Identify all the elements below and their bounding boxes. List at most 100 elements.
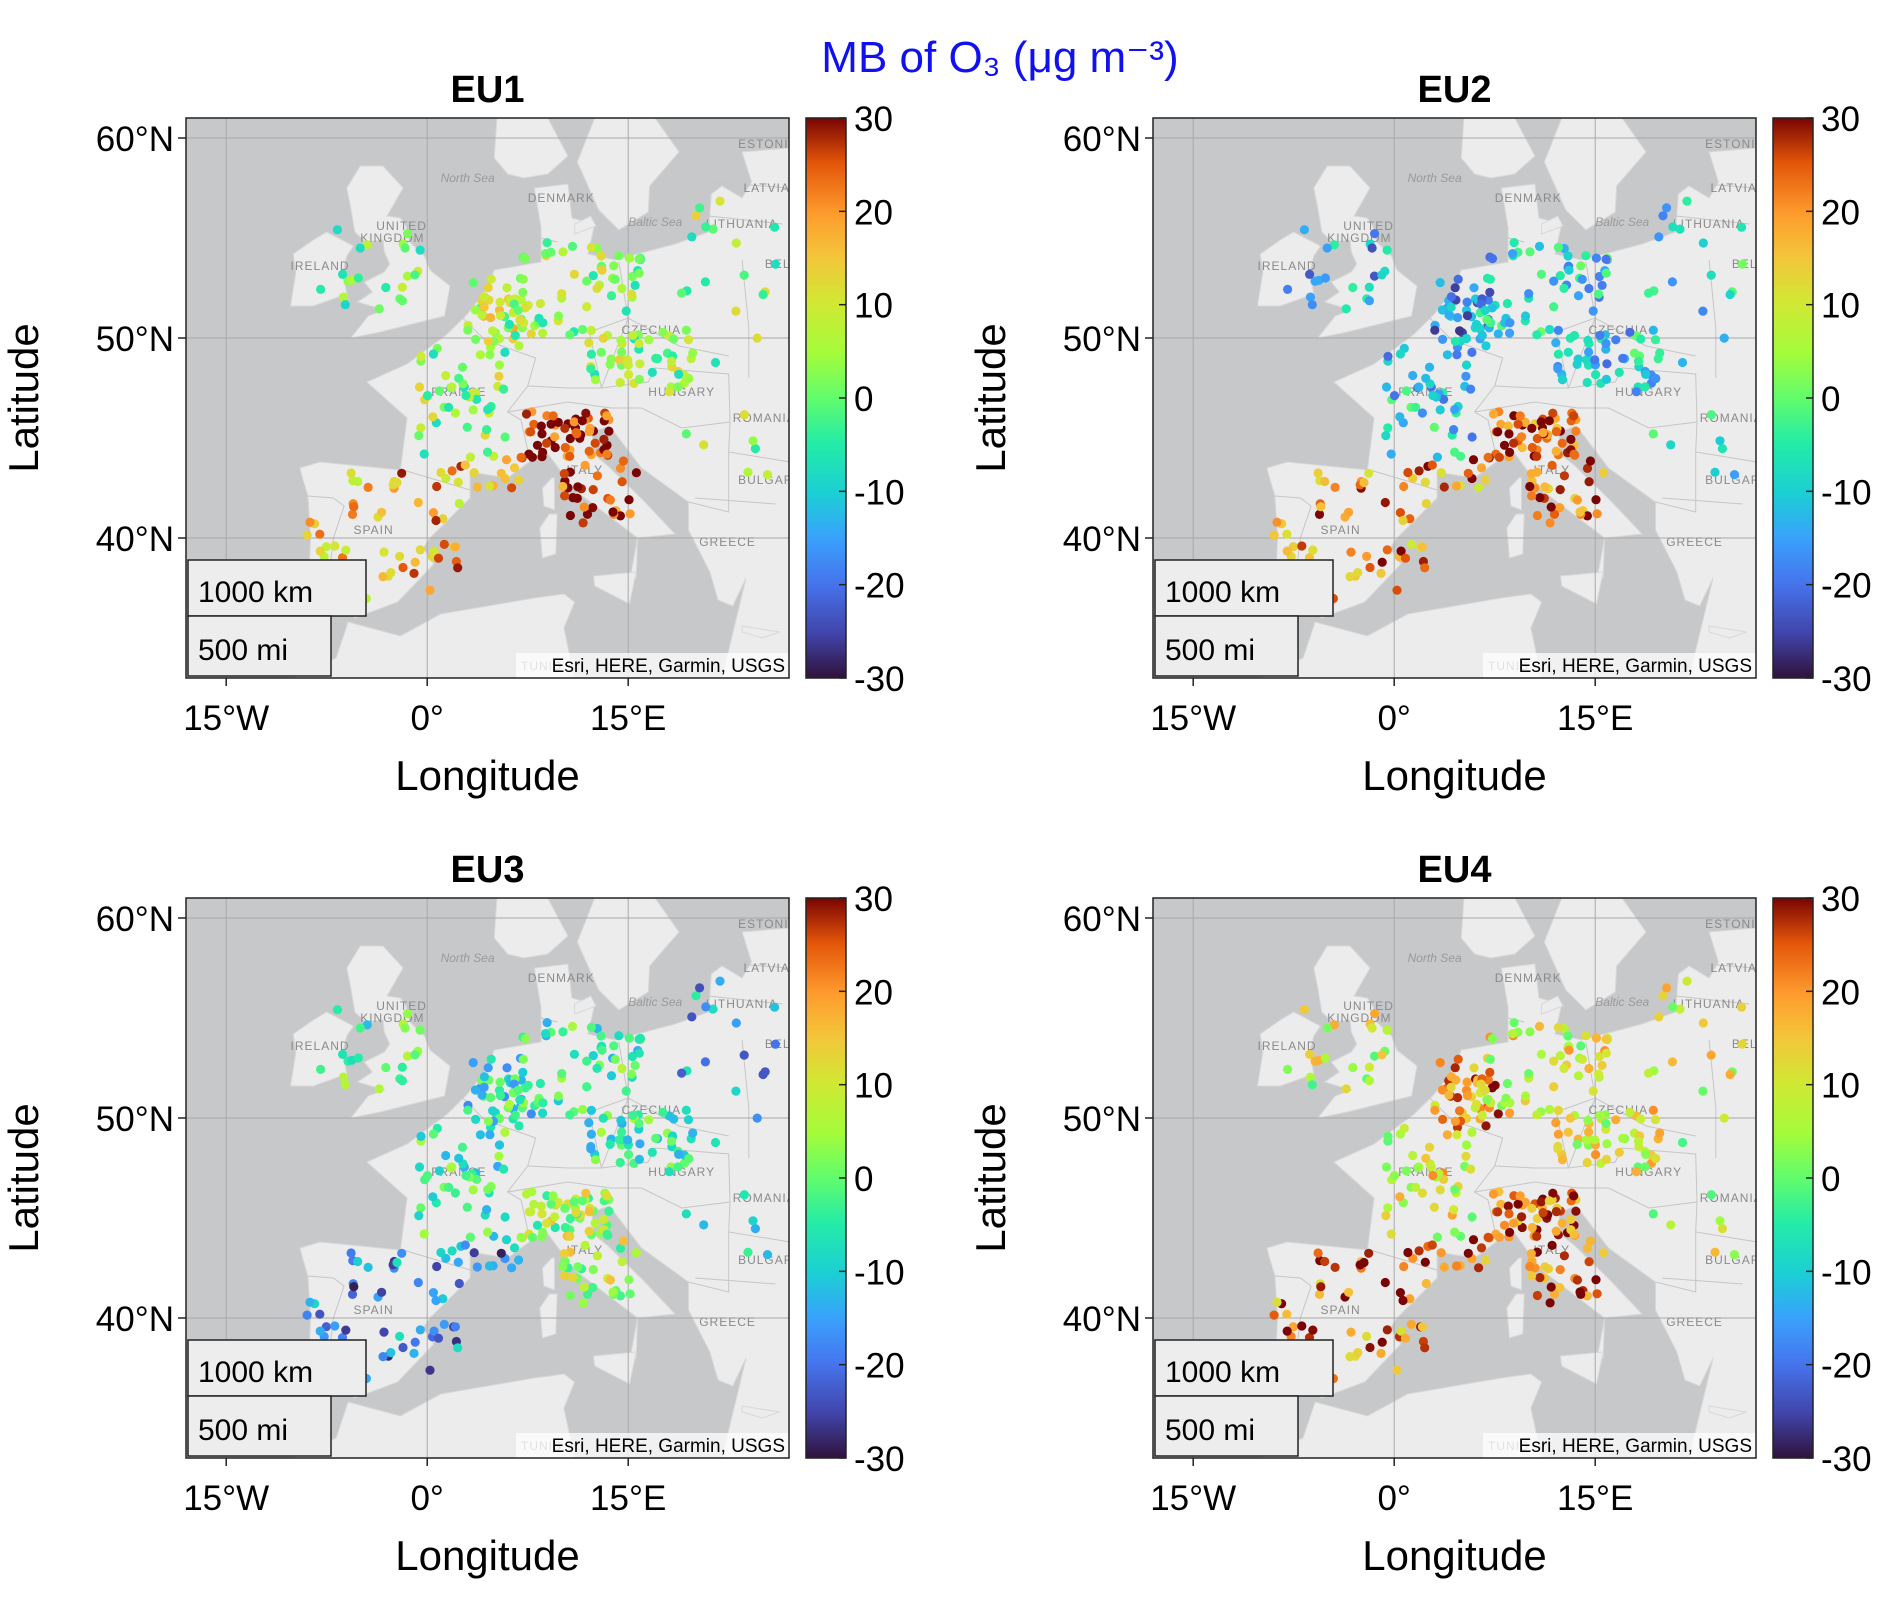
station-marker [483,336,493,346]
station-marker [586,242,597,252]
station-marker [1559,471,1569,481]
station-marker [1494,452,1504,462]
station-marker [377,507,387,517]
country-label: GREECE [699,1315,756,1329]
station-marker [302,530,312,540]
station-marker [634,1034,644,1044]
station-marker [1320,1256,1330,1267]
station-marker [1549,1056,1559,1066]
station-marker [486,1093,496,1103]
station-marker [748,436,758,446]
y-tick-label: 60°N [96,900,174,939]
station-marker [688,348,698,358]
station-marker [1496,1199,1506,1209]
station-marker [488,326,498,336]
station-marker [1499,1220,1510,1230]
station-marker [606,1071,617,1081]
station-marker [414,382,425,392]
station-marker [584,1118,594,1128]
y-axis-label: Latitude [0,1103,47,1252]
station-marker [1481,475,1491,485]
station-marker [1601,1118,1611,1129]
station-marker [708,224,718,234]
station-marker [537,1209,547,1219]
station-marker [1644,288,1654,298]
station-marker [1320,476,1330,487]
y-tick-label: 40°N [96,1300,174,1339]
station-marker [484,1261,495,1271]
station-marker [468,405,478,415]
sea-label: North Sea [1408,171,1462,185]
station-marker [565,1110,575,1120]
station-marker [338,269,348,279]
station-marker [658,1107,668,1117]
station-marker [1504,429,1514,439]
station-marker [588,503,598,513]
station-marker [1737,1039,1747,1049]
station-marker [538,1098,548,1108]
station-marker [482,425,492,435]
station-marker [573,1262,583,1272]
station-marker [484,481,495,491]
scale-box-mi [1154,1395,1299,1457]
station-marker [590,1155,601,1165]
station-marker [1525,1027,1535,1037]
station-marker [579,1282,589,1292]
station-marker [450,408,460,418]
station-marker [453,477,463,487]
station-marker [691,991,701,1001]
station-marker [386,1348,396,1358]
station-marker [1526,469,1536,479]
station-marker [353,273,363,283]
station-marker [1572,1139,1582,1149]
y-tick-label: 40°N [1063,520,1141,559]
attribution-bg [1483,1433,1756,1458]
x-tick-label: 0° [1377,1479,1410,1518]
station-marker [486,1054,496,1064]
station-marker [428,412,438,422]
station-marker [569,1049,580,1059]
station-marker [1424,1142,1435,1152]
station-marker [1559,1063,1569,1073]
station-marker [395,551,405,562]
station-marker [1563,1127,1573,1137]
station-marker [1282,546,1292,556]
country-label: UNITED [1343,219,1394,233]
station-marker [315,1309,325,1319]
station-marker [1590,355,1600,365]
station-marker [1553,1022,1563,1032]
map-panel-eu2: EU2UNITEDKINGDOMIRELANDDENMARKFRANCESPAI… [967,69,1872,799]
country-border [1274,1275,1312,1375]
station-marker [454,1278,464,1289]
colorbar-tick-label: 30 [854,880,893,919]
station-marker [472,482,482,492]
y-tick-label: 60°N [1063,900,1141,939]
sea-label: North Sea [1408,951,1462,965]
country-label: HUNGARY [648,1165,715,1179]
station-marker [739,1050,749,1060]
station-marker [1420,477,1430,487]
station-marker [500,347,510,357]
station-marker [400,1023,410,1033]
station-marker [338,1072,349,1082]
station-marker [1462,1077,1472,1087]
colorbar-tick-label: 0 [854,380,873,419]
station-marker [402,271,413,281]
station-marker [529,419,539,429]
station-marker [1369,271,1380,281]
station-marker [1598,468,1608,478]
y-tick-label: 50°N [1063,320,1141,359]
station-marker [1461,371,1471,381]
station-marker [1269,530,1279,540]
station-marker [1545,1104,1555,1115]
station-marker [548,411,558,421]
colorbar-tick-label: -20 [854,567,905,606]
station-marker [1382,245,1392,255]
station-marker [1316,1282,1326,1292]
station-marker [582,1289,593,1299]
station-marker [1430,325,1440,335]
station-marker [1527,423,1537,433]
station-marker [1641,1149,1651,1159]
station-marker [1525,247,1535,257]
country-border [1675,215,1750,225]
